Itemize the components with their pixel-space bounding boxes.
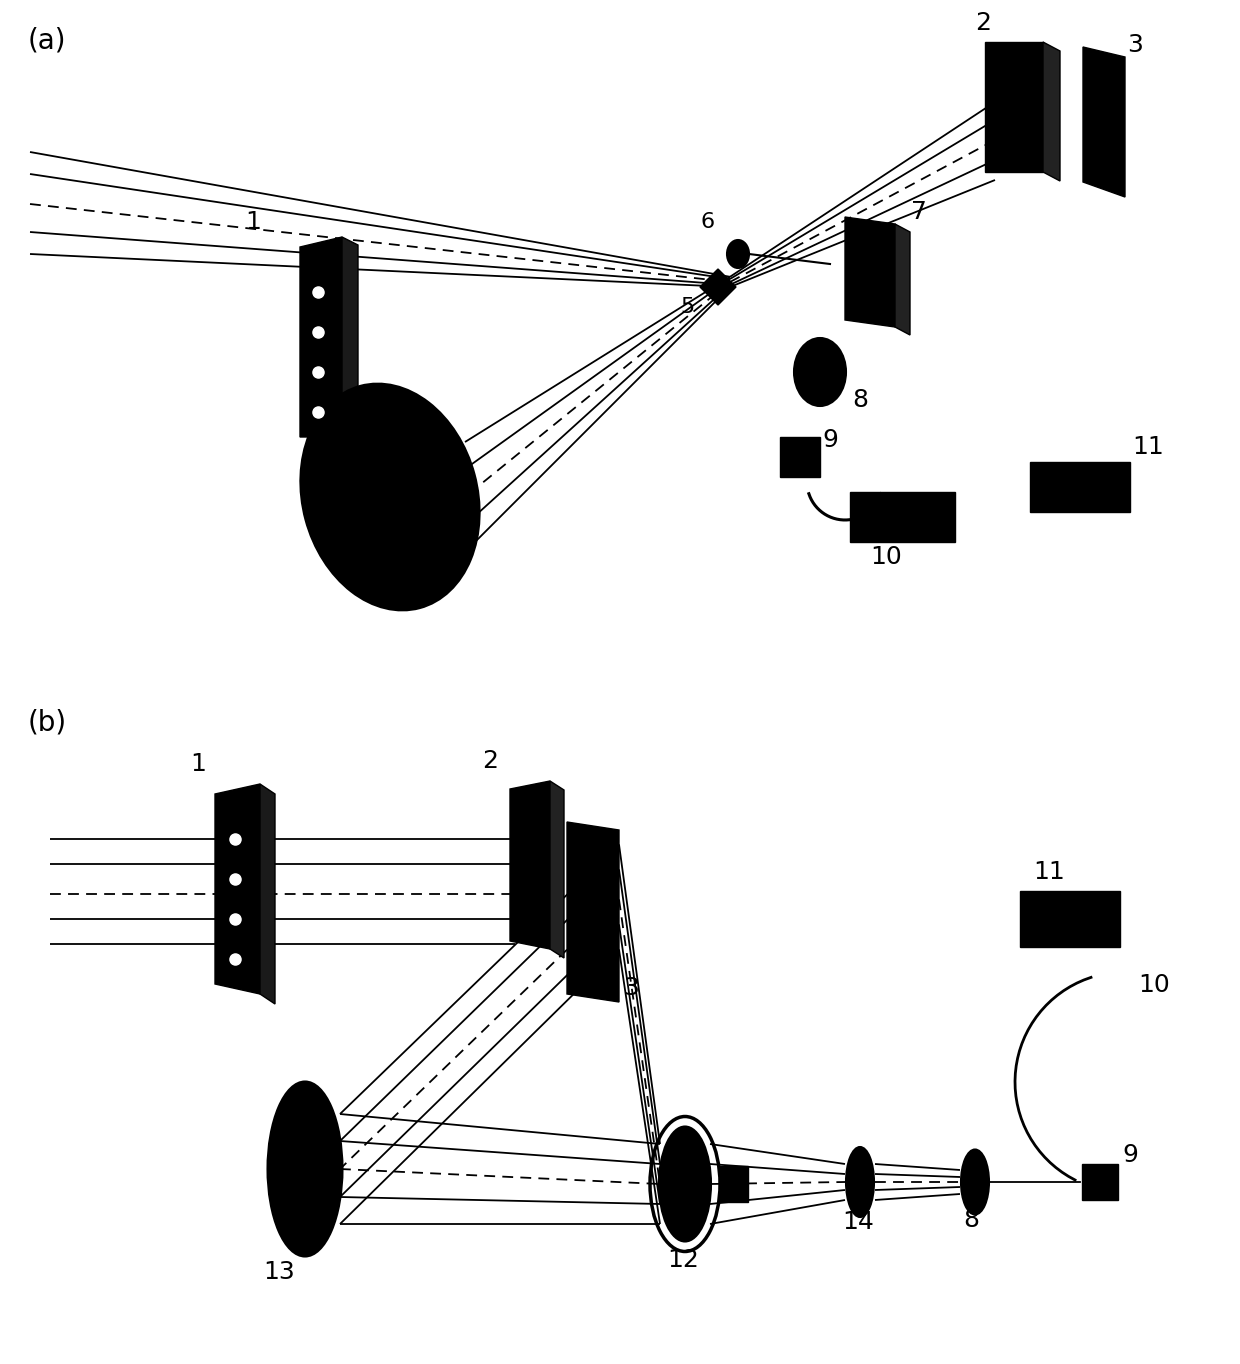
Ellipse shape (961, 1150, 990, 1214)
Polygon shape (1083, 46, 1125, 196)
Ellipse shape (268, 1082, 342, 1256)
Polygon shape (567, 822, 619, 1003)
Text: 6: 6 (701, 211, 714, 232)
Text: 7: 7 (911, 201, 926, 224)
Ellipse shape (658, 1127, 711, 1241)
Text: 5: 5 (680, 297, 694, 316)
Text: 3: 3 (622, 977, 639, 1000)
Polygon shape (985, 42, 1043, 172)
Text: (a): (a) (29, 27, 67, 55)
Text: 12: 12 (667, 1248, 699, 1273)
Polygon shape (260, 784, 275, 1004)
Text: 11: 11 (1033, 859, 1065, 884)
Ellipse shape (727, 240, 749, 267)
Ellipse shape (300, 383, 480, 610)
Text: 1: 1 (246, 210, 260, 235)
Polygon shape (215, 784, 260, 994)
Bar (1030, 462, 1130, 512)
Bar (849, 492, 955, 542)
Text: 10: 10 (870, 546, 901, 569)
Ellipse shape (794, 338, 846, 406)
Polygon shape (701, 269, 737, 306)
Text: 2: 2 (482, 749, 498, 773)
Text: 1: 1 (190, 752, 206, 776)
Text: 9: 9 (822, 428, 838, 451)
Text: 10: 10 (1138, 973, 1169, 997)
Bar (720, 1166, 748, 1202)
Text: 2: 2 (975, 11, 991, 35)
Ellipse shape (846, 1147, 874, 1217)
Text: 11: 11 (1132, 435, 1164, 460)
Text: 3: 3 (1127, 33, 1143, 57)
Polygon shape (895, 224, 910, 336)
Text: 14: 14 (842, 1210, 874, 1234)
Text: 8: 8 (852, 387, 868, 412)
Polygon shape (844, 217, 895, 327)
Text: 13: 13 (263, 1260, 295, 1284)
Bar (780, 436, 820, 477)
Polygon shape (1043, 42, 1060, 181)
Text: 9: 9 (1122, 1143, 1138, 1168)
Polygon shape (551, 782, 564, 958)
Polygon shape (342, 237, 358, 445)
Text: 4: 4 (310, 342, 326, 367)
Polygon shape (510, 782, 551, 949)
Polygon shape (300, 237, 342, 436)
Text: (b): (b) (29, 709, 67, 737)
Text: 8: 8 (963, 1209, 980, 1232)
Bar (1083, 1163, 1118, 1200)
Bar (1021, 891, 1120, 947)
